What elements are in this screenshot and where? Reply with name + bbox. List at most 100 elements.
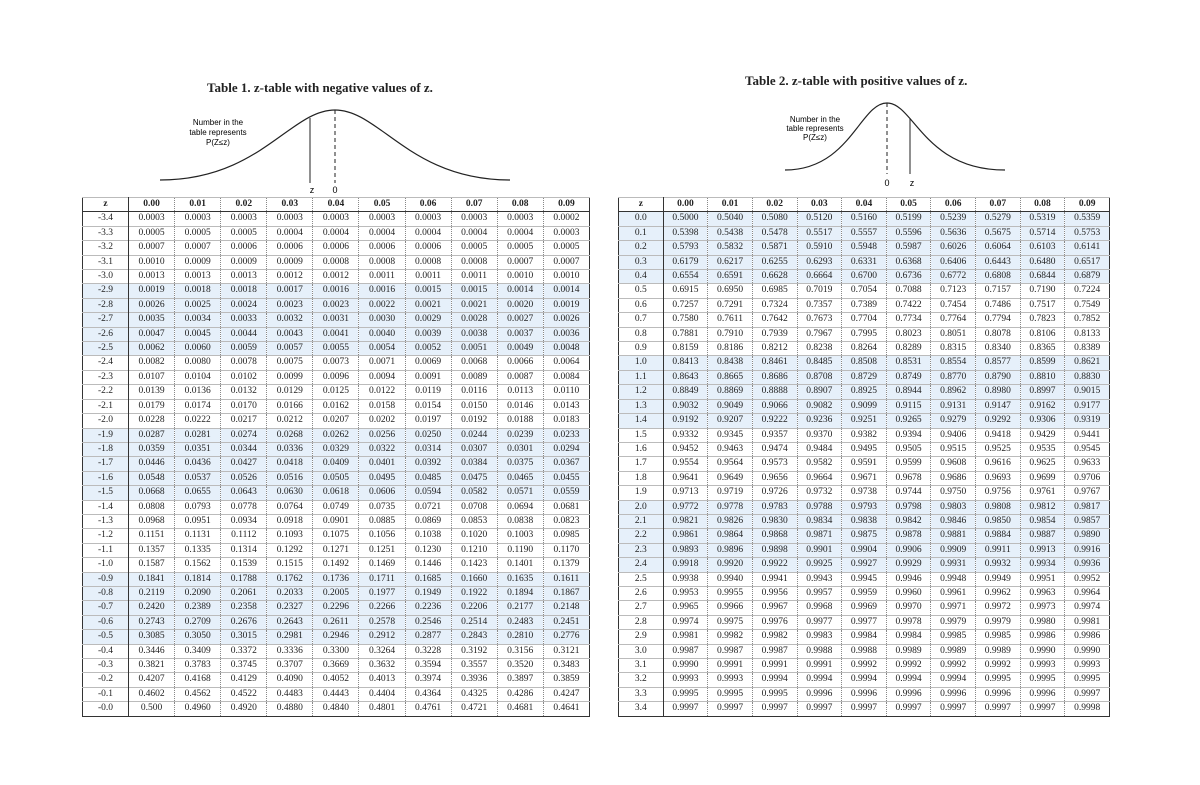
cell: 0.0202 [358, 413, 406, 428]
cell: 0.0485 [404, 470, 452, 486]
z-cell: -2.0 [81, 413, 130, 428]
cell: 0.1423 [450, 557, 498, 573]
cell: 0.0009 [266, 254, 313, 270]
cell: 0.7673 [796, 312, 842, 328]
table-row: -2.1 0.0179 0.0174 0.0170 0.0166 0.0162 0.0158… [81, 398, 590, 414]
cell: 0.0060 [174, 341, 221, 356]
table-row: -1.2 0.1151 0.1131 0.1112 0.1093 0.1075 0.1056… [81, 528, 590, 544]
table-row: -1.8 0.0359 0.0351 0.0344 0.0336 0.0329 0.0322… [81, 441, 590, 457]
cell: 0.8907 [796, 384, 842, 400]
cell: 0.2148 [542, 600, 590, 616]
z-cell: -0.5 [81, 629, 130, 645]
z-cell: 1.7 [618, 456, 664, 472]
cell: 0.0020 [496, 297, 544, 313]
cell: 0.3228 [404, 643, 452, 659]
cell: 0.7939 [751, 326, 797, 342]
z-cell: 0.1 [618, 225, 664, 241]
cell: 0.4880 [266, 701, 313, 717]
cell: 0.3372 [220, 643, 267, 659]
cell: 0.0207 [312, 413, 359, 428]
cell: 0.9082 [796, 398, 842, 414]
cell: 0.1335 [174, 542, 221, 558]
cell: 0.0055 [312, 341, 359, 356]
cell: 0.0091 [404, 369, 452, 385]
cell: 0.7764 [930, 312, 976, 328]
cell: 0.9535 [1019, 441, 1065, 457]
cell: 0.9664 [796, 470, 842, 486]
cell: 0.9983 [796, 629, 842, 645]
z-cell: -1.6 [81, 470, 130, 486]
cell: 0.0003 [220, 211, 267, 227]
cell: 0.7224 [1064, 283, 1110, 299]
cell: 0.9693 [975, 470, 1021, 486]
cell: 0.6950 [707, 283, 753, 299]
table-row: -1.0 0.1587 0.1562 0.1539 0.1515 0.1492 0.1469… [81, 557, 590, 573]
cell: 0.9641 [662, 470, 708, 486]
z-cell: -2.8 [81, 297, 130, 313]
cell: 0.0037 [496, 326, 544, 342]
cell: 0.0170 [220, 398, 267, 414]
cell: 0.0008 [450, 254, 498, 270]
cell: 0.2206 [450, 600, 498, 616]
cell: 0.2611 [312, 614, 359, 630]
table-row: -0.3 0.3821 0.3783 0.3745 0.3707 0.3669 0.3632… [81, 657, 590, 673]
cell: 0.9997 [707, 701, 753, 717]
cell: 0.9932 [975, 557, 1021, 573]
cell: 0.0013 [174, 269, 221, 284]
cell: 0.9893 [662, 542, 708, 558]
cell: 0.1894 [496, 585, 544, 601]
cell: 0.8888 [751, 384, 797, 400]
table-row: 1.3 0.9032 0.9049 0.9066 0.9082 0.9099 0.9115 0… [618, 398, 1110, 414]
cell: 0.4052 [312, 672, 359, 688]
cell: 0.0516 [266, 470, 313, 486]
cell: 0.0025 [174, 297, 221, 313]
cell: 0.0559 [542, 485, 590, 501]
cell: 0.9991 [796, 657, 842, 673]
cell: 0.9987 [707, 643, 753, 659]
cell: 0.9382 [841, 427, 887, 443]
cell: 0.0033 [220, 312, 267, 328]
cell: 0.7704 [841, 312, 887, 328]
cell: 0.0059 [220, 341, 267, 356]
cell: 0.4404 [358, 686, 406, 702]
cell: 0.9949 [975, 571, 1021, 587]
z-cell: 0.7 [618, 312, 664, 328]
z-table: z 0.00 0.01 0.02 0.03 0.04 0.05 0.06 0.07 0.08 0.0… [618, 196, 1110, 717]
z-cell: 2.1 [618, 513, 664, 529]
cell: 0.4761 [404, 701, 452, 717]
cell: 0.2776 [542, 629, 590, 645]
cell: 0.2090 [174, 585, 221, 601]
cell: 0.0096 [312, 369, 359, 385]
cell: 0.0475 [450, 470, 498, 486]
cell: 0.8810 [1019, 369, 1065, 385]
cell: 0.9834 [796, 513, 842, 529]
table-row: -0.8 0.2119 0.2090 0.2061 0.2033 0.2005 0.1977… [81, 585, 590, 601]
table-row: 1.2 0.8849 0.8869 0.8888 0.8907 0.8925 0.8944 0… [618, 384, 1110, 400]
table-row: 2.4 0.9918 0.9920 0.9922 0.9925 0.9927 0.9929 0… [618, 557, 1110, 573]
header-cell: 0.05 [358, 196, 406, 213]
cell: 0.1251 [358, 542, 406, 558]
cell: 0.0040 [358, 326, 406, 342]
cell: 0.8665 [707, 369, 753, 385]
cell: 0.0004 [358, 225, 406, 241]
cell: 0.0023 [312, 297, 359, 313]
cell: 0.9633 [1064, 456, 1110, 472]
cell: 0.9975 [707, 614, 753, 630]
cell: 0.2033 [266, 585, 313, 601]
cell: 0.9887 [1019, 528, 1065, 544]
z-cell: -1.8 [81, 441, 130, 457]
cell: 0.9946 [885, 571, 931, 587]
cell: 0.5279 [975, 211, 1021, 227]
cell: 0.9961 [930, 585, 976, 601]
cell: 0.3336 [266, 643, 313, 659]
cell: 0.4325 [450, 686, 498, 702]
table-row: -2.0 0.0228 0.0222 0.0217 0.0212 0.0207 0.0202… [81, 413, 590, 428]
cell: 0.9115 [885, 398, 931, 414]
cell: 0.9207 [707, 413, 753, 428]
cell: 0.0823 [542, 513, 590, 529]
cell: 0.2912 [358, 629, 406, 645]
cell: 0.7454 [930, 297, 976, 313]
cell: 0.0018 [174, 283, 221, 299]
cell: 0.0427 [220, 456, 267, 472]
cell: 0.9418 [975, 427, 1021, 443]
